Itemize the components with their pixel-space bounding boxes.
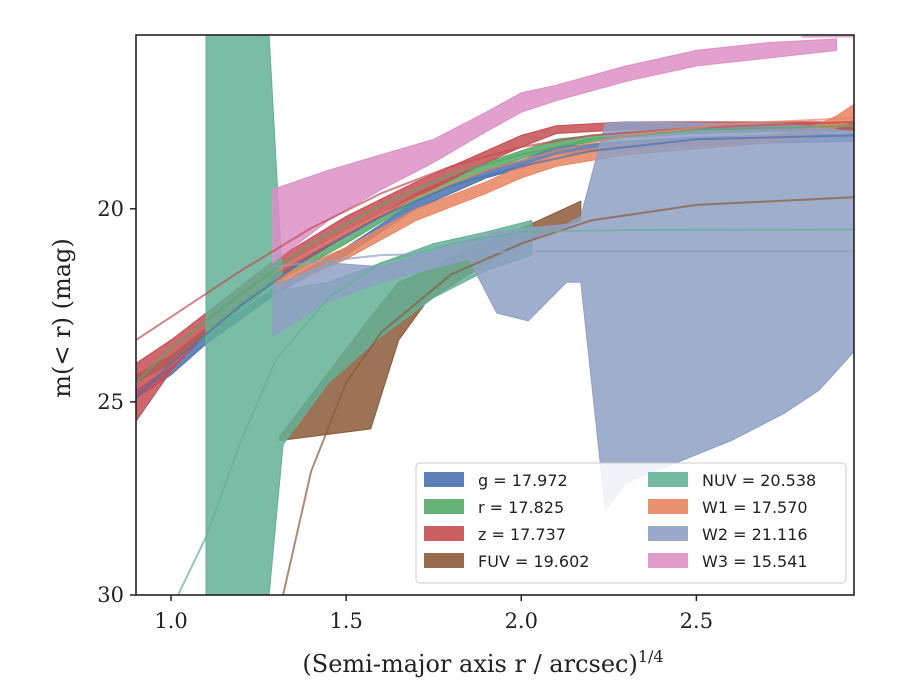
legend: g = 17.972 r = 17.825 z = 17.737 FUV = 19.6… [415, 462, 847, 584]
y-axis-label: m(< r) (mag) [48, 238, 76, 397]
legend-label: W2 = 21.116 [702, 525, 808, 544]
legend-label: NUV = 20.538 [702, 471, 816, 490]
legend-swatch [648, 526, 688, 541]
x-tick-label: 2.5 [680, 609, 713, 633]
legend-swatch [648, 499, 688, 514]
band-w2 [272, 121, 854, 512]
legend-label: z = 17.737 [478, 525, 566, 544]
x-tick-label: 1.5 [329, 609, 362, 633]
x-tick-label: 1.0 [154, 609, 187, 633]
model-line-z [136, 120, 854, 341]
x-axis-label-superscript: 1/4 [638, 647, 664, 666]
legend-label: W1 = 17.570 [702, 498, 808, 517]
model-line-g [136, 134, 854, 399]
legend-swatch [424, 499, 464, 514]
model-line-fuv [282, 196, 854, 595]
plot-frame [135, 34, 855, 596]
model-curves [136, 35, 854, 595]
legend-label: g = 17.972 [478, 471, 568, 490]
legend-swatch [648, 472, 688, 487]
legend-swatch [424, 526, 464, 541]
legend-label: FUV = 19.602 [478, 552, 589, 571]
y-tick-label: 20 [97, 197, 124, 221]
model-line-nuv [177, 228, 854, 595]
y-axis-ticks: 20 25 30 [97, 197, 136, 607]
model-line-w1 [275, 117, 854, 272]
x-axis-label: (Semi-major axis r / arcsec)1/4 [302, 647, 663, 678]
legend-label: W3 = 15.541 [702, 552, 808, 571]
legend-swatch [424, 553, 464, 568]
x-axis-label-main: (Semi-major axis r / arcsec) [302, 650, 637, 678]
model-line-w2 [272, 250, 854, 268]
legend-swatch [648, 553, 688, 568]
x-tick-label: 2.0 [505, 609, 538, 633]
legend-swatch [424, 472, 464, 487]
legend-label: r = 17.825 [478, 498, 564, 517]
y-tick-label: 25 [97, 390, 124, 414]
y-tick-label: 30 [97, 583, 124, 607]
legend-frame [415, 462, 847, 584]
x-axis-ticks: 1.0 1.5 2.0 2.5 [154, 595, 713, 633]
band-w3 [272, 38, 837, 264]
